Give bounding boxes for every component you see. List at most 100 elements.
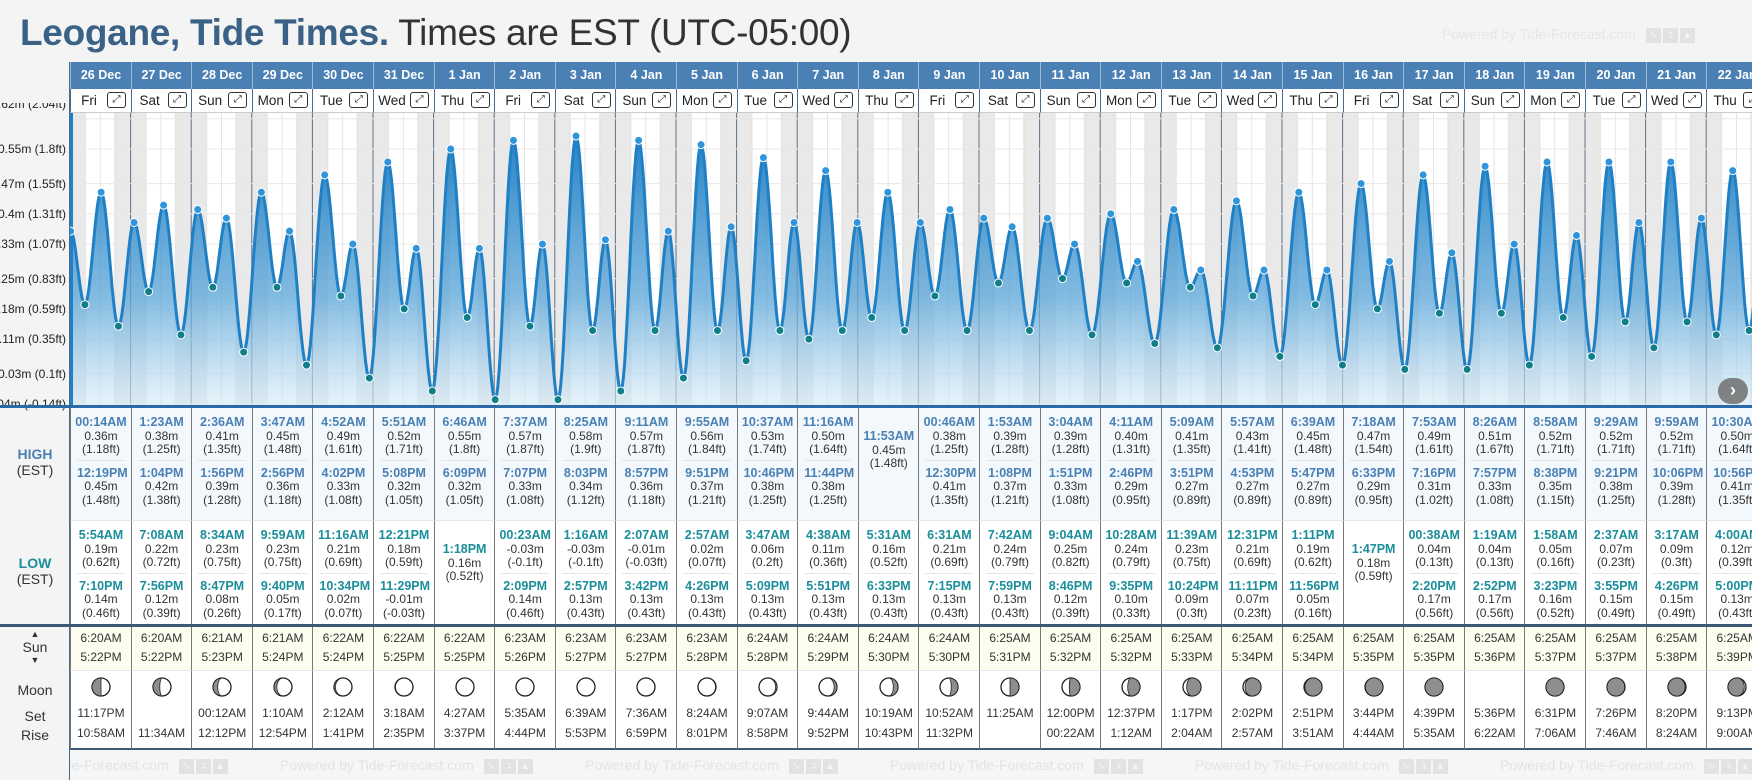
next-arrow-button[interactable]: › [1718, 378, 1748, 404]
low-tide-height-ft: (0.79ft) [990, 555, 1029, 569]
low-tide-cell: 2:07AM -0.01m (-0.03ft) 3:42PM 0.13m (0.43ft) [615, 520, 677, 624]
night-shade [736, 110, 753, 406]
low-tide-point [553, 395, 563, 405]
expand-day-button[interactable]: ⤢ [107, 92, 126, 108]
watermark-icons: ∿ ↴ ▲ [788, 758, 838, 774]
moon-phase-icon [1182, 677, 1202, 697]
low-tide-height-m: -0.03m [506, 541, 544, 556]
day-of-week: Thu [440, 93, 465, 108]
expand-day-button[interactable]: ⤢ [470, 92, 490, 108]
expand-day-button[interactable]: ⤢ [1197, 92, 1217, 108]
day-of-week: Wed [1226, 93, 1255, 108]
high-tide-entry: 00:14AM 0.36m (1.18ft) [71, 408, 131, 457]
watermark-icons: ∿ ↴ ▲ [483, 758, 533, 774]
night-shade [1403, 110, 1420, 406]
high-tide-height-m: 0.41m [1720, 479, 1752, 493]
day-date-header: 16 Jan [1342, 62, 1404, 89]
high-tide-height-m: 0.36m [629, 479, 664, 493]
day-date-header: 11 Jan [1039, 62, 1101, 89]
expand-day-button[interactable]: ⤢ [1319, 92, 1338, 108]
expand-day-button[interactable]: ⤢ [773, 92, 793, 108]
high-tide-height-m: 0.29m [1114, 479, 1148, 493]
expand-day-button[interactable]: ⤢ [591, 92, 611, 108]
expand-day-button[interactable]: ⤢ [1076, 92, 1096, 108]
high-tide-time: 4:02PM [321, 465, 366, 480]
high-tide-height-m: 0.57m [508, 428, 542, 443]
high-tide-height-m: 0.56m [690, 428, 724, 443]
moonset-time: 11:25AM [986, 706, 1034, 720]
moon-cell: 9:13PM 9:00AM [1706, 671, 1752, 750]
high-tide-time: 9:55AM [684, 415, 730, 429]
high-tide-time: 10:37AM [741, 415, 794, 429]
low-tide-cell: 5:54AM 0.19m (0.62ft) 7:10PM 0.14m (0.46ft) [70, 520, 131, 624]
high-tide-point [663, 226, 673, 236]
high-tide-point [600, 235, 610, 245]
high-tide-height-m: 0.52m [1599, 428, 1633, 443]
low-tide-point [1212, 343, 1222, 353]
expand-day-button[interactable]: ⤢ [955, 92, 975, 108]
low-tide-point [364, 373, 374, 383]
expand-day-button[interactable]: ⤢ [1440, 92, 1460, 108]
high-tide-height-ft: (1.74ft) [748, 442, 787, 456]
night-shade [1144, 110, 1161, 406]
low-tide-time: 7:42AM [987, 528, 1033, 542]
expand-day-button[interactable]: ⤢ [1743, 92, 1752, 108]
expand-day-button[interactable]: ⤢ [1016, 92, 1035, 108]
low-tide-entry: 4:38AM 0.11m (0.36ft) [798, 521, 858, 570]
sunrise-time: 6:20AM [80, 631, 122, 645]
night-shade [1463, 110, 1480, 406]
low-tide-entry: 2:52PM 0.17m (0.56ft) [1470, 572, 1519, 621]
expand-day-button[interactable]: ⤢ [1258, 92, 1278, 108]
high-tide-entry: 11:44PM 0.38m (1.25ft) [804, 459, 855, 508]
row-label-column [0, 62, 70, 780]
low-tide-point [1434, 308, 1444, 318]
moon-cell: 6:31PM 7:06AM [1524, 671, 1586, 750]
expand-day-button[interactable]: ⤢ [1379, 92, 1399, 108]
low-tide-height-m: 0.23m [205, 541, 239, 556]
high-tide-point [1447, 248, 1457, 258]
day-of-week: Mon [681, 93, 709, 108]
sunset-time: 5:27PM [625, 650, 668, 664]
footer-watermark-text: Powered by Tide-Forecast.com [1195, 757, 1389, 773]
expand-day-button[interactable]: ⤢ [834, 92, 854, 108]
low-tide-point [490, 395, 500, 405]
expand-day-button[interactable]: ⤢ [288, 92, 308, 108]
expand-day-button[interactable]: ⤢ [410, 92, 429, 108]
expand-day-button[interactable]: ⤢ [228, 92, 248, 108]
low-tide-height-m: 0.16m [447, 555, 482, 570]
high-tide-height-m: 0.27m [1296, 479, 1330, 493]
low-tide-time: 11:16AM [318, 528, 369, 542]
high-tide-height-ft: (1.61ft) [1415, 442, 1454, 456]
night-shade [191, 110, 208, 406]
footer-watermark-text: Powered by Tide-Forecast.com [585, 757, 779, 773]
high-tide-cell: 3:47AM 0.45m (1.48ft) 2:56PM 0.36m (1.18ft) [251, 408, 313, 520]
high-tide-point [634, 135, 644, 145]
low-tide-height-m: 0.14m [84, 592, 118, 606]
low-tide-point [1275, 351, 1285, 361]
expand-day-button[interactable]: ⤢ [1500, 92, 1520, 108]
low-tide-entry: 5:09PM 0.13m (0.43ft) [743, 572, 792, 621]
low-tide-height-ft: (0.75ft) [263, 555, 302, 569]
expand-day-button[interactable]: ⤢ [1137, 92, 1157, 108]
expand-day-button[interactable]: ⤢ [531, 92, 551, 108]
expand-day-button[interactable]: ⤢ [1622, 92, 1641, 108]
moon-cell: 5:35AM 4:44PM [494, 671, 556, 750]
footer-watermark: Powered by Tide-Forecast.com ∿↴▲ [585, 757, 838, 774]
expand-day-button[interactable]: ⤢ [1682, 92, 1702, 108]
expand-day-button[interactable]: ⤢ [349, 92, 369, 108]
low-tide-entry: 8:47PM 0.08m (0.26ft) [198, 572, 247, 621]
expand-day-button[interactable]: ⤢ [713, 92, 732, 108]
day-date-header: 31 Dec [373, 62, 434, 89]
high-tide-height-m: 0.39m [1053, 428, 1088, 443]
expand-day-button[interactable]: ⤢ [652, 92, 672, 108]
high-tide-point [1259, 265, 1269, 275]
expand-day-button[interactable]: ⤢ [894, 92, 914, 108]
day-of-week: Sat [563, 93, 584, 108]
low-tide-time: 4:00AM [1714, 528, 1752, 542]
expand-day-button[interactable]: ⤢ [167, 92, 187, 108]
high-tide-time: 11:44PM [804, 465, 855, 480]
expand-day-button[interactable]: ⤢ [1561, 92, 1581, 108]
day-date-header: 29 Dec [251, 62, 313, 89]
low-tide-height-ft: (0.39ft) [142, 605, 181, 620]
moon-cell: 2:51PM 3:51AM [1282, 671, 1343, 750]
